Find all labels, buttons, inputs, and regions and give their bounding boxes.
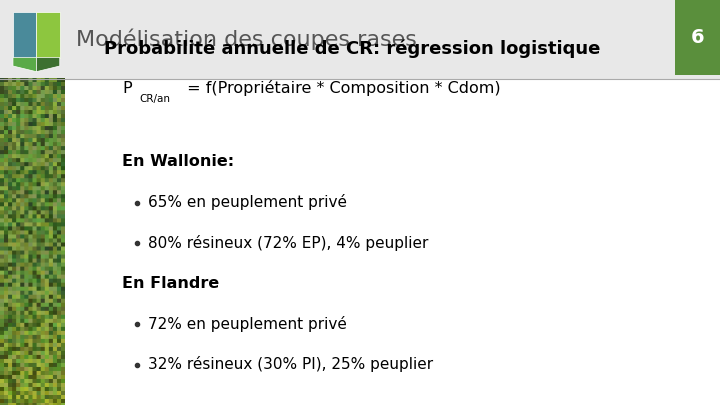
Text: Modélisation des coupes rases: Modélisation des coupes rases xyxy=(76,29,416,50)
Bar xyxy=(675,0,720,75)
Text: 6: 6 xyxy=(691,28,704,47)
Text: En Wallonie:: En Wallonie: xyxy=(122,154,235,170)
Polygon shape xyxy=(13,12,36,58)
Text: 65% en peuplement privé: 65% en peuplement privé xyxy=(148,194,346,211)
Polygon shape xyxy=(36,12,60,58)
Text: 32% résineux (30% PI), 25% peuplier: 32% résineux (30% PI), 25% peuplier xyxy=(148,356,433,373)
Text: 72% en peuplement privé: 72% en peuplement privé xyxy=(148,316,346,332)
Text: P: P xyxy=(122,81,132,96)
Text: En Flandre: En Flandre xyxy=(122,276,220,291)
Text: CR/an: CR/an xyxy=(139,94,170,104)
Bar xyxy=(0,0,720,79)
Polygon shape xyxy=(13,58,36,72)
Text: = f(Propriétaire * Composition * Cdom): = f(Propriétaire * Composition * Cdom) xyxy=(182,80,501,96)
Polygon shape xyxy=(36,58,60,72)
Text: Probabilité annuelle de CR: régression logistique: Probabilité annuelle de CR: régression l… xyxy=(104,39,600,58)
Text: 80% résineux (72% EP), 4% peuplier: 80% résineux (72% EP), 4% peuplier xyxy=(148,235,428,251)
